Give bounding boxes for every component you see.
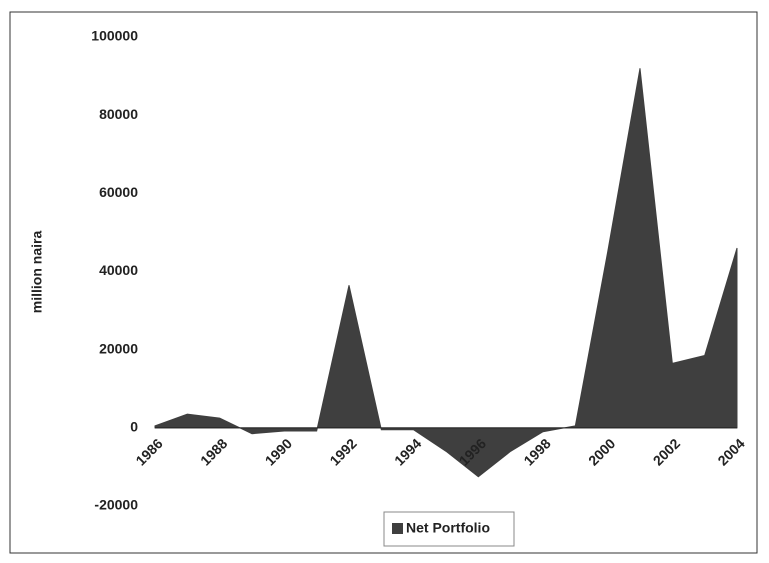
- x-tick-label: 1986: [132, 435, 165, 468]
- y-tick-label: 20000: [99, 340, 138, 356]
- y-tick-label: -20000: [94, 497, 138, 513]
- y-tick-label: 40000: [99, 262, 138, 278]
- x-tick-label: 2004: [714, 435, 747, 468]
- legend-swatch: [392, 523, 403, 534]
- chart-frame: [9, 11, 758, 554]
- y-tick-label: 0: [130, 419, 138, 435]
- y-tick-label: 80000: [99, 106, 138, 122]
- legend-box: [383, 511, 515, 547]
- y-axis-label: million naira: [29, 231, 45, 314]
- legend-label: Net Portfolio: [406, 520, 490, 536]
- x-tick-label: 2000: [585, 435, 618, 468]
- y-tick-label: 60000: [99, 184, 138, 200]
- x-tick-label: 2002: [650, 435, 683, 468]
- x-tick-label: 1988: [197, 435, 230, 468]
- y-tick-label: 100000: [91, 28, 138, 44]
- area: [154, 68, 738, 478]
- x-tick-label: 1990: [262, 435, 295, 468]
- x-tick-label: 1992: [326, 435, 359, 468]
- x-tick-label: 1994: [391, 435, 424, 468]
